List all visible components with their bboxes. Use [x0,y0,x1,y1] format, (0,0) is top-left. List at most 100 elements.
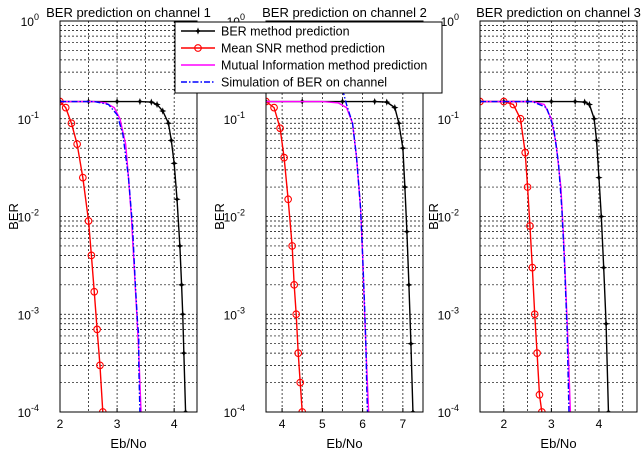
y-tick-label: 10-3 [18,305,39,322]
data-point [590,115,598,123]
data-point [170,159,178,167]
data-point [294,349,303,357]
data-point [409,408,417,412]
y-tick-label: 10-4 [18,403,39,420]
series-line-simulation-of-ber-on-channel [341,89,369,412]
series-line-mean-snr-method-prediction [266,100,303,412]
data-point [371,97,379,106]
series-line-simulation-of-ber-on-channel [480,100,570,412]
x-axis-label: Eb/No [326,436,362,451]
chart-title: BER prediction on channel 1 [46,5,211,20]
x-axis-label: Eb/No [540,436,576,451]
data-point [383,98,391,106]
chart-panel-1: 2 3 4 10-4 10-3 10-2 10-1 100 BER prediction on … [6,5,211,451]
y-tick-label: 10-2 [18,208,39,225]
data-point [147,98,155,106]
data-point [153,100,161,109]
data-point [405,281,413,289]
data-point [597,212,605,221]
legend-item: Simulation of BER on channel [181,76,387,90]
data-point [296,378,305,387]
grid [480,20,637,413]
data-point [298,408,307,412]
data-point [167,136,175,145]
data-point [395,119,403,127]
x-tick-label: 2 [500,417,507,431]
data-point [177,281,186,289]
legend-label: BER method prediction [221,25,350,39]
data-point [407,340,415,348]
y-axis-label: BER [212,203,227,230]
chart-title: BER prediction on channel 3 [476,5,641,20]
data-point [180,349,188,357]
y-tick-label: 10-2 [438,208,459,225]
data-point [93,325,101,334]
data-point [516,114,525,123]
y-tick-label: 10-2 [224,208,245,225]
legend-label: Simulation of BER on channel [221,76,387,90]
data-point [292,310,301,319]
axes-frame [479,20,638,413]
x-tick-label: 4 [596,417,603,431]
x-tick-label: 5 [319,417,326,431]
data-point [602,320,610,328]
data-point [280,153,288,162]
data-point [585,100,594,109]
x-tick-label: 4 [279,417,286,431]
y-tick-label: 10-4 [438,403,459,420]
data-point [173,195,181,203]
data-point [113,97,121,106]
data-point [96,361,104,370]
data-point [391,104,399,112]
data-point [136,97,144,106]
y-tick-label: 10-1 [438,110,459,127]
x-tick-label: 2 [57,417,64,431]
series-line-simulation-of-ber-on-channel [60,100,141,412]
y-axis-label: BER [6,203,21,230]
x-axis-label: Eb/No [110,436,146,451]
data-point [338,97,347,106]
series-line-mean-snr-method-prediction [480,100,543,412]
data-point [176,242,184,250]
data-point [290,280,299,289]
legend-label: Mean SNR method prediction [221,42,385,56]
y-tick-label: 10-4 [224,403,245,420]
data-point [87,251,96,260]
legend: BER method prediction Mean SNR method pre… [174,21,443,94]
data-point [270,103,278,112]
legend-box [174,21,443,94]
data-point [523,183,532,191]
series-group [480,97,613,412]
data-point [604,408,613,412]
data-point [533,349,541,357]
data-point [571,97,579,106]
y-tick-label: 10-1 [224,110,245,127]
data-point [526,222,534,230]
data-point [537,408,546,412]
data-point [528,263,537,272]
data-point [179,310,187,318]
series-group [60,97,190,412]
data-point [288,242,297,250]
data-point [98,408,107,412]
data-point [181,408,190,412]
y-tick-label: 10-3 [438,305,459,322]
data-point [581,98,589,106]
y-tick-label: 10-3 [224,305,245,322]
legend-item: BER method prediction [181,25,350,39]
data-point [90,287,99,296]
data-point [547,97,555,106]
data-point [530,310,539,319]
legend-item: Mutual Information method prediction [181,59,427,73]
legend-item: Mean SNR method prediction [181,42,385,56]
data-point [61,103,70,112]
legend-marker [194,27,202,35]
data-point [600,264,608,272]
series-line-ber-method-prediction [60,100,187,412]
data-point [403,228,411,236]
chart-title: BER prediction on channel 2 [262,5,427,20]
data-point [592,136,601,145]
series-group [266,89,417,412]
data-point [67,119,76,128]
